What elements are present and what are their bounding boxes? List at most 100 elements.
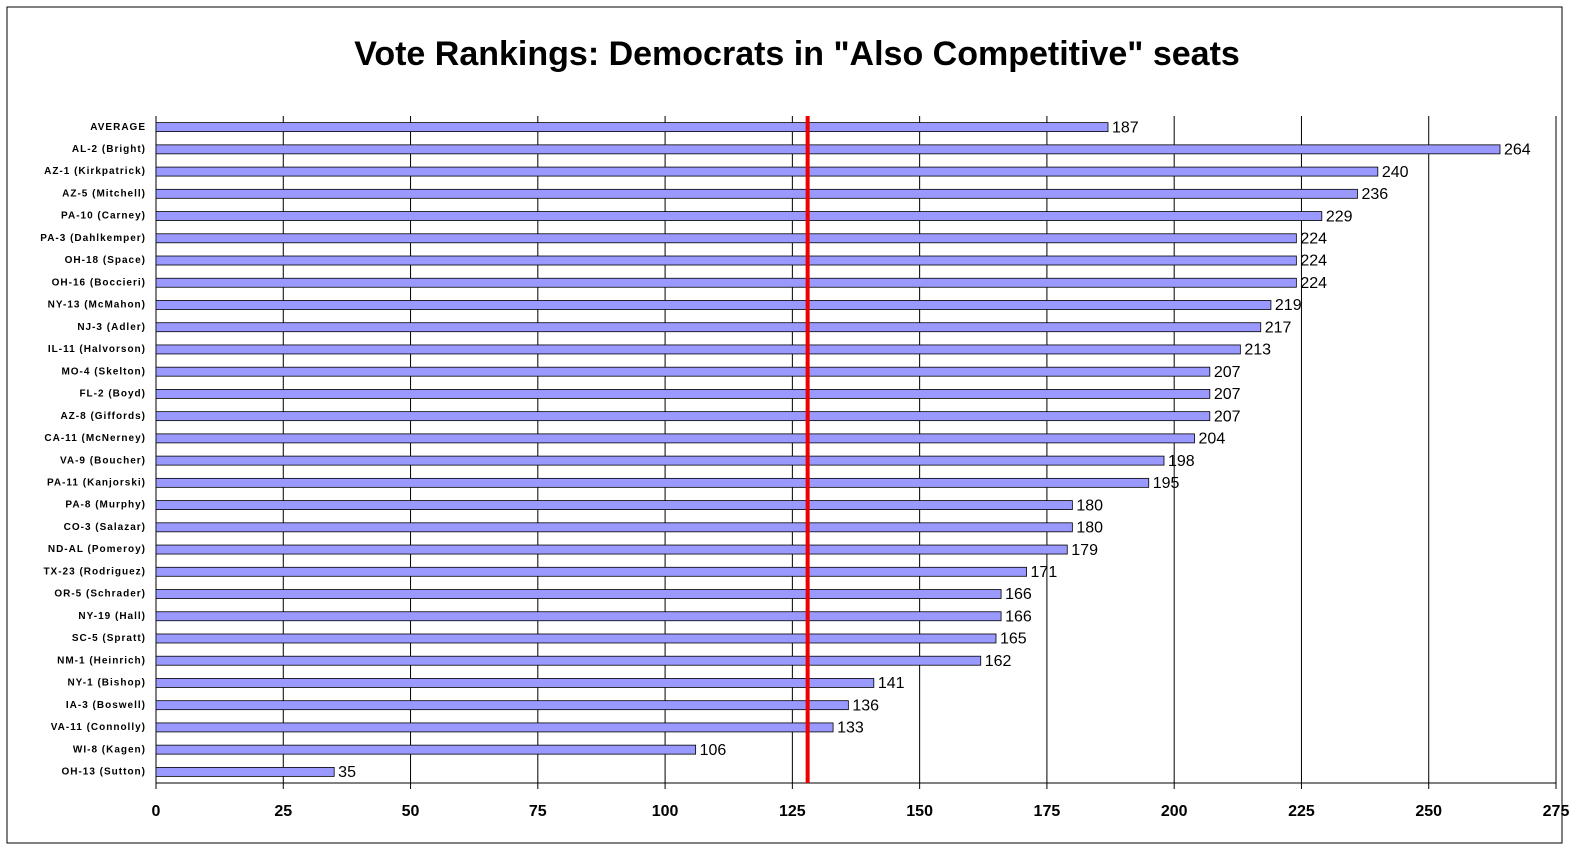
y-tick-label: OH-16 (Boccieri) xyxy=(52,277,146,288)
y-tick-label: SC-5 (Spratt) xyxy=(72,633,146,644)
bar xyxy=(155,544,1068,555)
y-tick-label: AVERAGE xyxy=(90,122,146,133)
value-label: 229 xyxy=(1326,208,1353,225)
y-tick-label: NY-19 (Hall) xyxy=(78,611,146,622)
bar xyxy=(155,633,997,644)
value-label: 207 xyxy=(1214,386,1241,403)
value-label: 236 xyxy=(1361,186,1388,203)
x-tick-label: 250 xyxy=(1415,803,1442,820)
value-label: 166 xyxy=(1005,586,1032,603)
y-tick-label: NY-13 (McMahon) xyxy=(48,300,146,311)
y-tick-label: OH-18 (Space) xyxy=(65,255,146,266)
y-tick-label: WI-8 (Kagen) xyxy=(73,744,146,755)
bar xyxy=(155,722,834,733)
x-tick-label: 25 xyxy=(274,803,292,820)
value-label: 240 xyxy=(1382,164,1409,181)
bar xyxy=(155,589,1002,599)
value-label: 195 xyxy=(1153,475,1180,492)
bar xyxy=(155,700,849,711)
value-label: 136 xyxy=(852,697,879,714)
value-label: 106 xyxy=(700,742,727,759)
bar xyxy=(155,566,1027,577)
chart-frame xyxy=(6,6,1563,844)
y-tick-label: PA-10 (Carney) xyxy=(61,211,146,222)
value-label: 264 xyxy=(1504,142,1531,159)
bar xyxy=(155,366,1211,377)
value-label: 180 xyxy=(1076,497,1103,514)
bar xyxy=(155,344,1241,355)
value-label: 179 xyxy=(1071,542,1098,559)
value-label: 141 xyxy=(878,675,905,692)
y-tick-label: NJ-3 (Adler) xyxy=(77,322,146,333)
x-tick-label: 0 xyxy=(152,803,161,820)
y-tick-label: VA-9 (Boucher) xyxy=(60,455,146,466)
value-label: 171 xyxy=(1031,564,1058,581)
y-tick-label: FL-2 (Boyd) xyxy=(79,389,146,400)
y-tick-label: NM-1 (Heinrich) xyxy=(57,655,146,666)
y-tick-label: NY-1 (Bishop) xyxy=(67,678,146,689)
y-tick-label: TX-23 (Rodriguez) xyxy=(43,566,146,577)
chart-title: Vote Rankings: Democrats in "Also Compet… xyxy=(354,35,1240,73)
bar xyxy=(155,678,875,688)
value-label: 224 xyxy=(1300,275,1327,292)
bar xyxy=(155,211,1323,221)
x-tick-label: 275 xyxy=(1543,803,1570,820)
y-tick-label: ND-AL (Pomeroy) xyxy=(48,544,146,555)
y-tick-label: OH-13 (Sutton) xyxy=(61,767,146,778)
value-label: 219 xyxy=(1275,297,1302,314)
bar xyxy=(155,744,697,755)
x-tick-label: 225 xyxy=(1288,803,1315,820)
bar xyxy=(155,144,1501,155)
value-label: 224 xyxy=(1300,253,1327,270)
x-tick-label: 175 xyxy=(1034,803,1061,820)
y-tick-label: OR-5 (Schrader) xyxy=(54,589,146,600)
bar xyxy=(155,300,1272,310)
x-tick-label: 75 xyxy=(529,803,547,820)
y-tick-label: MO-4 (Skelton) xyxy=(61,366,146,377)
bar xyxy=(155,389,1211,399)
y-tick-label: IL-11 (Halvorson) xyxy=(48,344,146,355)
value-label: 217 xyxy=(1265,319,1292,336)
x-tick-label: 150 xyxy=(906,803,933,820)
bar xyxy=(155,522,1073,533)
bar xyxy=(155,500,1073,510)
y-tick-label: PA-8 (Murphy) xyxy=(65,500,146,511)
bar xyxy=(155,322,1262,333)
bar xyxy=(155,477,1150,488)
x-tick-label: 50 xyxy=(402,803,420,820)
bar xyxy=(155,433,1195,444)
y-tick-label: AZ-1 (Kirkpatrick) xyxy=(44,166,146,177)
x-tick-label: 100 xyxy=(652,803,679,820)
y-tick-label: AZ-5 (Mitchell) xyxy=(62,188,146,199)
y-tick-label: PA-3 (Dahlkemper) xyxy=(40,233,146,244)
y-tick-label: CA-11 (McNerney) xyxy=(44,433,146,444)
value-label: 162 xyxy=(985,653,1012,670)
y-tick-label: IA-3 (Boswell) xyxy=(66,700,146,711)
value-label: 165 xyxy=(1000,631,1027,648)
x-tick-label: 125 xyxy=(779,803,806,820)
value-label: 207 xyxy=(1214,408,1241,425)
bar xyxy=(155,233,1297,244)
value-label: 204 xyxy=(1199,431,1226,448)
y-tick-label: CO-3 (Salazar) xyxy=(64,522,146,533)
bar xyxy=(155,166,1379,177)
bar xyxy=(155,455,1165,466)
bar xyxy=(155,411,1211,422)
y-tick-label: AL-2 (Bright) xyxy=(72,144,146,155)
bar xyxy=(155,655,982,666)
bar xyxy=(155,188,1358,199)
bar xyxy=(155,277,1297,288)
bar xyxy=(155,255,1297,266)
value-label: 213 xyxy=(1244,342,1271,359)
value-label: 180 xyxy=(1076,520,1103,537)
y-tick-label: VA-11 (Connolly) xyxy=(51,722,146,733)
y-tick-label: AZ-8 (Giffords) xyxy=(60,411,146,422)
bar xyxy=(155,122,1109,133)
value-label: 166 xyxy=(1005,608,1032,625)
value-label: 224 xyxy=(1300,231,1327,248)
x-tick-label: 200 xyxy=(1161,803,1188,820)
bar xyxy=(155,766,335,777)
value-label: 133 xyxy=(837,720,864,737)
value-label: 35 xyxy=(338,764,356,781)
